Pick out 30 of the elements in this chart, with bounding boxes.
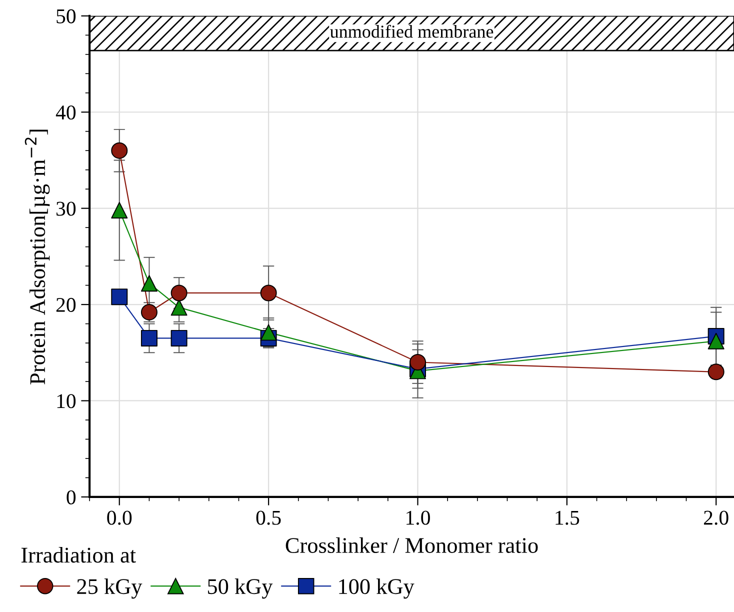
legend-label: 25 kGy <box>77 578 142 599</box>
x-tick-label: 2.0 <box>704 510 728 525</box>
point <box>111 142 128 159</box>
point <box>140 275 158 292</box>
point <box>260 324 277 341</box>
x-tick-label: 0.0 <box>107 510 132 525</box>
y-tick-label: 20 <box>56 298 76 312</box>
x-tick-label: 0.5 <box>256 510 281 525</box>
y-axis-title: Protein Adsorption[µg·m$^{−2}$] <box>24 130 50 384</box>
legend-title: Irradiation at <box>21 547 136 563</box>
point <box>111 288 128 306</box>
point <box>170 330 188 346</box>
x-tick-label: 1.5 <box>556 510 580 525</box>
y-tick-label: 30 <box>56 202 76 216</box>
x-tick-label: 1.0 <box>406 510 430 525</box>
point <box>708 332 724 350</box>
legend-label: 100 kGy <box>339 578 414 599</box>
y-tick-label: 40 <box>56 105 76 120</box>
point <box>140 330 158 346</box>
point <box>170 299 188 316</box>
point <box>170 284 188 302</box>
y-tick-label: 0 <box>66 490 76 504</box>
point <box>260 284 277 302</box>
x-axis-title: Crosslinker / Monomer ratio <box>286 537 538 554</box>
point <box>111 202 128 218</box>
band-label: unmodified membrane <box>330 24 494 38</box>
y-tick-label: 10 <box>57 394 76 408</box>
y-tick-label: 50 <box>56 9 76 24</box>
legend-label: 50 kGy <box>208 578 273 599</box>
point <box>409 354 426 371</box>
